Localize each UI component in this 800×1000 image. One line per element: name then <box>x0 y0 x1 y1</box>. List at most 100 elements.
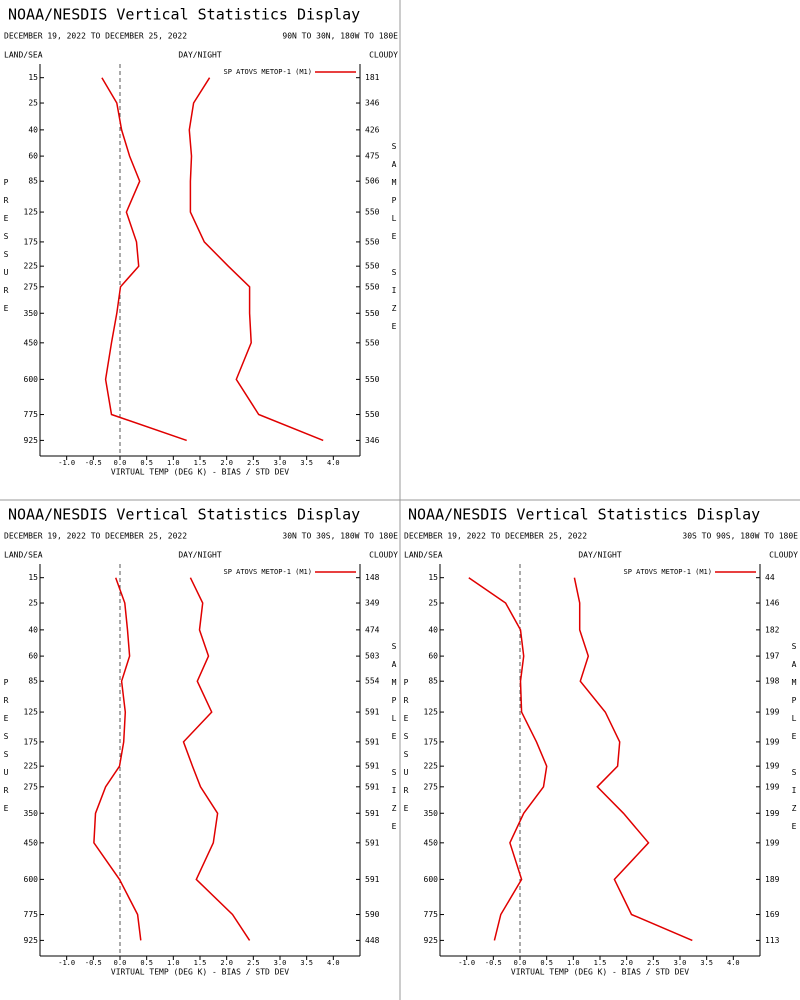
region: 30S TO 90S, 180W TO 180E <box>682 532 798 541</box>
y-tick-label: 60 <box>428 652 438 661</box>
x-tick-label: 0.0 <box>114 959 127 967</box>
x-tick-label: 3.0 <box>274 959 287 967</box>
sample-size: 591 <box>365 762 380 771</box>
x-tick-label: 0.5 <box>140 959 153 967</box>
y-tick-label: 775 <box>424 910 439 919</box>
x-tick-label: 1.0 <box>567 959 580 967</box>
sample-size: 181 <box>365 73 380 82</box>
bias-line <box>101 77 187 442</box>
x-tick-label: -0.5 <box>485 959 502 967</box>
date-range: DECEMBER 19, 2022 TO DECEMBER 25, 2022 <box>404 532 587 541</box>
sample-size: 591 <box>365 875 380 884</box>
x-tick-label: 3.5 <box>300 959 313 967</box>
sample-size: 550 <box>365 338 380 347</box>
x-tick-label: 3.5 <box>700 959 713 967</box>
y-tick-label: 175 <box>24 737 39 746</box>
y-tick-label: 350 <box>24 809 39 818</box>
sample-size: 199 <box>765 782 780 791</box>
y-axis-label: PRESSURE <box>2 178 11 322</box>
y-tick-label: 125 <box>24 708 39 717</box>
sample-size: 506 <box>365 177 380 186</box>
panel: NOAA/NESDIS Vertical Statistics Display D… <box>402 506 799 977</box>
x-axis-label: VIRTUAL TEMP (DEG K) - BIAS / STD DEV <box>111 468 289 477</box>
x-tick-label: -1.0 <box>58 959 75 967</box>
x-tick-label: -0.5 <box>85 459 102 467</box>
x-tick-label: 2.5 <box>247 959 260 967</box>
sample-size: 148 <box>365 573 380 582</box>
land-sea: LAND/SEA <box>4 51 43 60</box>
legend-label: SP ATOVS METOP-1 (M1) <box>223 568 312 576</box>
x-tick-label: 2.0 <box>220 459 233 467</box>
cloud: CLOUDY <box>369 551 398 560</box>
chart-title: NOAA/NESDIS Vertical Statistics Display <box>408 506 760 524</box>
land-sea: LAND/SEA <box>4 551 43 560</box>
x-tick-label: 2.0 <box>220 959 233 967</box>
sample-size: 590 <box>365 910 380 919</box>
sample-size: 169 <box>765 910 780 919</box>
x-tick-label: 0.0 <box>514 959 527 967</box>
y-tick-label: 85 <box>428 677 438 686</box>
x-tick-label: 4.0 <box>727 959 740 967</box>
y-tick-label: 225 <box>24 762 39 771</box>
sample-size: 199 <box>765 809 780 818</box>
sample-size: 349 <box>365 599 380 608</box>
region: 90N TO 30N, 180W TO 180E <box>282 32 398 41</box>
y-tick-label: 450 <box>424 838 439 847</box>
sample-size: 550 <box>365 208 380 217</box>
y2-axis-label: SAMPLE SIZE <box>390 642 399 840</box>
sample-size: 146 <box>765 599 780 608</box>
y-tick-label: 40 <box>28 625 38 634</box>
y-tick-label: 275 <box>24 282 39 291</box>
y-tick-label: 125 <box>424 708 439 717</box>
y-tick-label: 25 <box>28 599 38 608</box>
sample-size: 550 <box>365 282 380 291</box>
x-tick-label: 4.0 <box>327 459 340 467</box>
panel: NOAA/NESDIS Vertical Statistics Display D… <box>2 6 399 477</box>
sample-size: 591 <box>365 708 380 717</box>
y-tick-label: 40 <box>28 125 38 134</box>
sample-size: 113 <box>765 936 780 945</box>
y-tick-label: 275 <box>24 782 39 791</box>
cloud: CLOUDY <box>769 551 798 560</box>
day-night: DAY/NIGHT <box>178 551 222 560</box>
sample-size: 554 <box>365 677 380 686</box>
x-tick-label: 2.5 <box>647 959 660 967</box>
x-tick-label: 3.0 <box>674 959 687 967</box>
x-tick-label: 1.0 <box>167 959 180 967</box>
y-tick-label: 15 <box>428 573 438 582</box>
chart-title: NOAA/NESDIS Vertical Statistics Display <box>8 506 360 524</box>
y-tick-label: 125 <box>24 208 39 217</box>
sample-size: 199 <box>765 762 780 771</box>
x-tick-label: 1.5 <box>594 959 607 967</box>
sample-size: 550 <box>365 262 380 271</box>
y-tick-label: 40 <box>428 625 438 634</box>
y-tick-label: 60 <box>28 652 38 661</box>
x-tick-label: 0.0 <box>114 459 127 467</box>
bias-line <box>93 577 142 941</box>
y-tick-label: 925 <box>24 436 39 445</box>
legend-label: SP ATOVS METOP-1 (M1) <box>223 68 312 76</box>
y-tick-label: 450 <box>24 838 39 847</box>
x-tick-label: 1.5 <box>194 959 207 967</box>
sample-size: 182 <box>765 625 780 634</box>
sample-size: 199 <box>765 737 780 746</box>
std-dev-line <box>182 577 251 941</box>
sample-size: 475 <box>365 152 380 161</box>
sample-size: 448 <box>365 936 380 945</box>
x-tick-label: -1.0 <box>458 959 475 967</box>
y2-axis-label: SAMPLE SIZE <box>790 642 799 840</box>
x-tick-label: 2.0 <box>620 959 633 967</box>
x-tick-label: 3.0 <box>274 459 287 467</box>
sample-size: 199 <box>765 708 780 717</box>
x-tick-label: 0.5 <box>140 459 153 467</box>
x-axis-label: VIRTUAL TEMP (DEG K) - BIAS / STD DEV <box>111 968 289 977</box>
x-tick-label: -0.5 <box>85 959 102 967</box>
y-tick-label: 450 <box>24 338 39 347</box>
y-tick-label: 85 <box>28 177 38 186</box>
sample-size: 550 <box>365 375 380 384</box>
legend-label: SP ATOVS METOP-1 (M1) <box>623 568 712 576</box>
y-tick-label: 85 <box>28 677 38 686</box>
y-tick-label: 925 <box>24 936 39 945</box>
land-sea: LAND/SEA <box>404 551 443 560</box>
sample-size: 474 <box>365 625 380 634</box>
